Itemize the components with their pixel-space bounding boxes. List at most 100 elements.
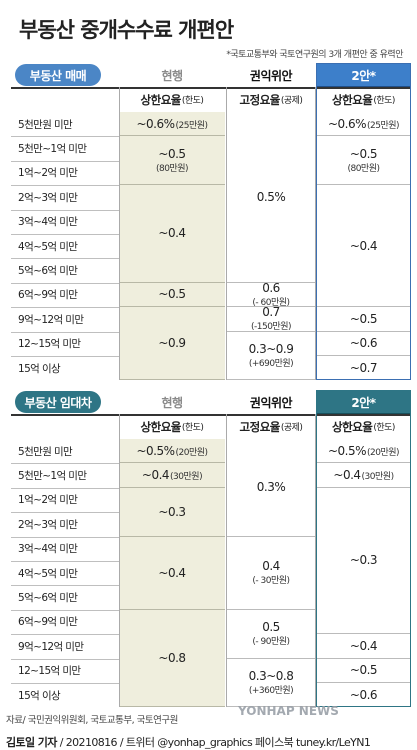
row-divider — [11, 463, 119, 465]
row-label: 9억~12억 미만 — [18, 313, 84, 326]
plan2-cell: ~0.5 — [316, 307, 411, 332]
kwonik-cell: 0.5% — [227, 112, 315, 283]
current-cell: ~0.8 — [119, 609, 225, 708]
row-divider — [11, 185, 119, 187]
rate-value: ~0.4 — [158, 565, 186, 580]
plan2-cell: ~0.6 — [316, 331, 411, 356]
rate-note: (- 30만원) — [252, 576, 290, 587]
header-kwonik: 권익위안 — [249, 68, 293, 83]
row-label: 1억~2억 미만 — [18, 494, 78, 507]
column-divider — [226, 414, 227, 708]
rate-note: (25만원) — [367, 120, 400, 131]
row-label: 4억~5억 미만 — [18, 567, 78, 580]
rate-value: 0.3~0.8 — [248, 668, 294, 683]
kwonik-cell: 0.3~0.9 (+690만원) — [227, 331, 315, 381]
lease-section-label: 부동산 임대차 — [15, 391, 101, 413]
subheader-rate-cap: 상한요율 (한도) — [140, 92, 204, 107]
row-divider — [11, 160, 119, 162]
current-cell: ~0.4 (30만원) — [119, 463, 225, 488]
rate-value: ~0.5 — [349, 146, 378, 161]
row-label: 15억 이상 — [18, 689, 61, 702]
kwonik-cell: 0.6 (- 60만원) — [227, 281, 315, 308]
current-cell: ~0.6% (25만원) — [119, 112, 225, 137]
header-plan2: 2안* — [316, 390, 411, 414]
rate-note: (+690만원) — [248, 358, 294, 369]
kwonik-cell: 0.4 (- 30만원) — [227, 536, 315, 610]
column-divider — [226, 87, 227, 381]
current-cell: ~0.4 — [119, 536, 225, 610]
row-divider — [11, 356, 119, 357]
row-divider — [11, 561, 119, 562]
source-text: 자료/ 국민권익위원회, 국토교통부, 국토연구원 — [6, 715, 178, 726]
rate-value: ~0.3 — [349, 553, 378, 568]
row-label: 5억~6억 미만 — [18, 592, 78, 605]
row-divider — [11, 487, 119, 489]
row-label: 2억~3억 미만 — [18, 518, 78, 531]
plan2-cell: ~0.7 — [316, 356, 411, 381]
plan2-cell: ~0.4 — [316, 634, 411, 659]
column-divider — [119, 414, 120, 708]
sale-section-label: 부동산 매매 — [15, 64, 101, 86]
current-cell: ~0.4 — [119, 185, 225, 283]
row-divider — [11, 609, 119, 611]
divider — [11, 414, 411, 416]
rate-value: ~0.5 — [349, 311, 378, 326]
rate-value: ~0.4 — [141, 468, 170, 483]
header-current: 현행 — [161, 395, 183, 410]
credit-line: 김토일 기자 / 20210816 / 트위터 @yonhap_graphics… — [6, 736, 371, 749]
rate-value: 0.6 — [262, 281, 280, 295]
rate-value: ~0.5 — [349, 663, 378, 678]
row-label: 9억~12억 미만 — [18, 640, 84, 653]
yonhap-watermark: YONHAP NEWS — [238, 704, 339, 718]
rate-note: (30만원) — [170, 472, 203, 483]
row-divider — [11, 585, 119, 587]
row-label: 12~15억 미만 — [18, 665, 81, 678]
row-divider — [11, 282, 119, 284]
rate-value: ~0.6% — [136, 116, 175, 131]
rate-note: (+360만원) — [248, 685, 294, 696]
row-divider — [11, 634, 119, 636]
header-current: 현행 — [161, 68, 183, 83]
row-divider — [11, 307, 119, 309]
plan2-cell: ~0.5 (80만원) — [316, 136, 411, 186]
row-divider — [11, 331, 119, 333]
kwonik-cell: 0.3~0.8 (+360만원) — [227, 658, 315, 708]
row-label: 6억~9억 미만 — [18, 289, 78, 302]
subheader-fixed-rate: 고정요율 (공제) — [239, 419, 303, 434]
row-label: 5천만~1억 미만 — [18, 143, 87, 156]
column-divider — [315, 414, 316, 708]
row-divider — [11, 536, 119, 538]
rate-value: 0.3~0.9 — [248, 341, 294, 356]
rate-value: ~0.8 — [158, 651, 186, 666]
plan2-cell: ~0.3 — [316, 487, 411, 635]
header-kwonik: 권익위안 — [249, 395, 293, 410]
subheader-rate-cap: 상한요율 (한도) — [332, 419, 395, 434]
rate-note: (25만원) — [175, 120, 209, 131]
rate-value: 0.4 — [262, 559, 280, 574]
row-label: 4억~5억 미만 — [18, 240, 78, 253]
row-label: 2억~3억 미만 — [18, 191, 78, 204]
subheader-fixed-rate: 고정요율 (공제) — [239, 92, 303, 107]
current-cell: ~0.9 — [119, 307, 225, 381]
row-label: 6억~9억 미만 — [18, 616, 78, 629]
row-divider — [11, 258, 119, 260]
row-divider — [11, 658, 119, 660]
subheader-rate-cap: 상한요율 (한도) — [140, 419, 204, 434]
rate-value: ~0.4 — [333, 468, 361, 483]
plan2-cell: ~0.6 — [316, 683, 411, 708]
rate-note: (30만원) — [361, 472, 395, 483]
divider — [11, 87, 411, 89]
row-divider — [11, 234, 119, 235]
rate-value: 0.5 — [262, 620, 280, 635]
current-cell: ~0.3 — [119, 487, 225, 537]
row-divider — [11, 683, 119, 684]
row-label: 5억~6억 미만 — [18, 265, 78, 278]
rate-note: (80만원) — [155, 163, 189, 174]
plan2-cell: ~0.5% (20만원) — [316, 439, 411, 464]
rate-value: ~0.4 — [158, 226, 186, 241]
row-label: 12~15억 미만 — [18, 338, 81, 351]
rate-note: (80만원) — [347, 163, 380, 174]
rate-value: ~0.3 — [158, 504, 186, 519]
kwonik-cell: 0.3% — [227, 439, 315, 537]
current-cell: ~0.5 (80만원) — [119, 136, 225, 186]
